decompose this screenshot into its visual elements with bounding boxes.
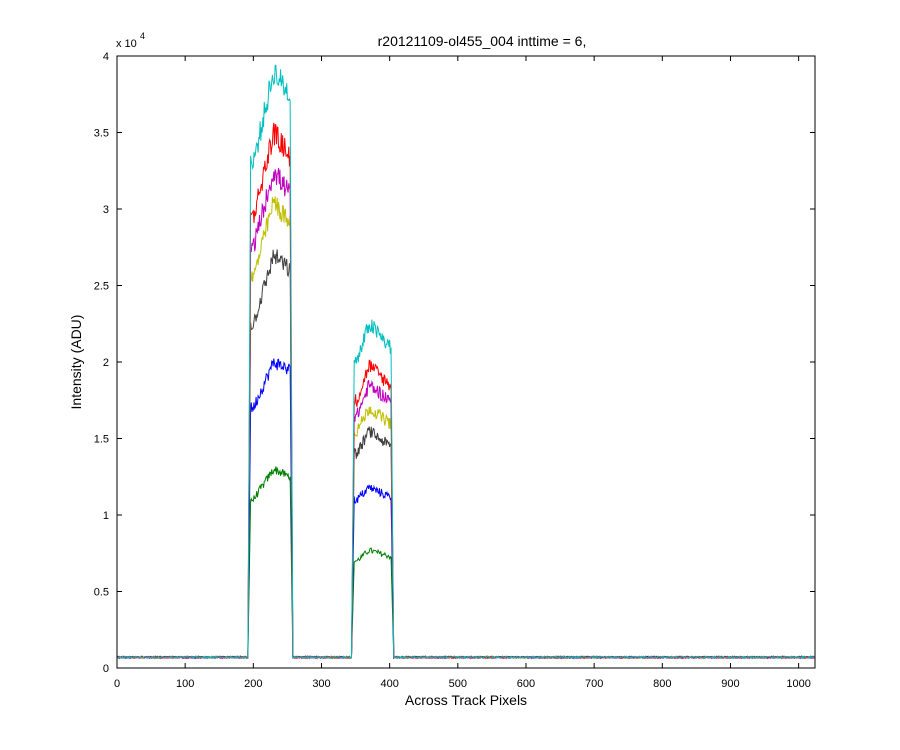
- x-tick-label: 300: [312, 678, 330, 690]
- x-tick-label: 700: [585, 678, 603, 690]
- y-tick-label: 0.5: [94, 587, 109, 599]
- series-line-2: [116, 358, 815, 660]
- x-tick-label: 100: [176, 678, 194, 690]
- plot-frame: [116, 55, 816, 669]
- y-ticks: 0 0.5 1 1.5 2 2.5 3 3.5 4: [94, 51, 815, 675]
- y-tick-label: 1: [103, 510, 109, 522]
- y-exponent-power: 4: [140, 31, 145, 41]
- y-axis-label: Intensity (ADU): [68, 315, 84, 410]
- x-ticks: 0 100 200 300 400 500 600 700 800 900 1000: [114, 56, 811, 690]
- y-exponent-base: x 10: [116, 38, 137, 50]
- series-line-4: [116, 196, 815, 660]
- series-layer: [116, 64, 815, 660]
- x-tick-label: 1000: [786, 678, 810, 690]
- series-line-6: [116, 122, 815, 660]
- x-axis-label: Across Track Pixels: [405, 692, 527, 708]
- y-tick-label: 0: [103, 663, 109, 675]
- x-tick-label: 800: [653, 678, 671, 690]
- y-tick-label: 2: [103, 357, 109, 369]
- y-tick-label: 3.5: [94, 128, 109, 140]
- y-tick-label: 4: [103, 51, 109, 63]
- series-line-1: [116, 466, 815, 660]
- series-line-5: [116, 167, 815, 660]
- y-tick-label: 3: [103, 204, 109, 216]
- x-tick-label: 0: [114, 678, 120, 690]
- x-tick-label: 500: [449, 678, 467, 690]
- chart-title: r20121109-ol455_004 inttime = 6,: [378, 33, 587, 49]
- y-tick-label: 2.5: [94, 281, 109, 293]
- x-tick-label: 600: [517, 678, 535, 690]
- series-line-3: [116, 249, 815, 660]
- x-tick-label: 200: [244, 678, 262, 690]
- series-line-7: [116, 64, 815, 660]
- y-tick-label: 1.5: [94, 434, 109, 446]
- x-tick-label: 900: [721, 678, 739, 690]
- x-tick-label: 400: [380, 678, 398, 690]
